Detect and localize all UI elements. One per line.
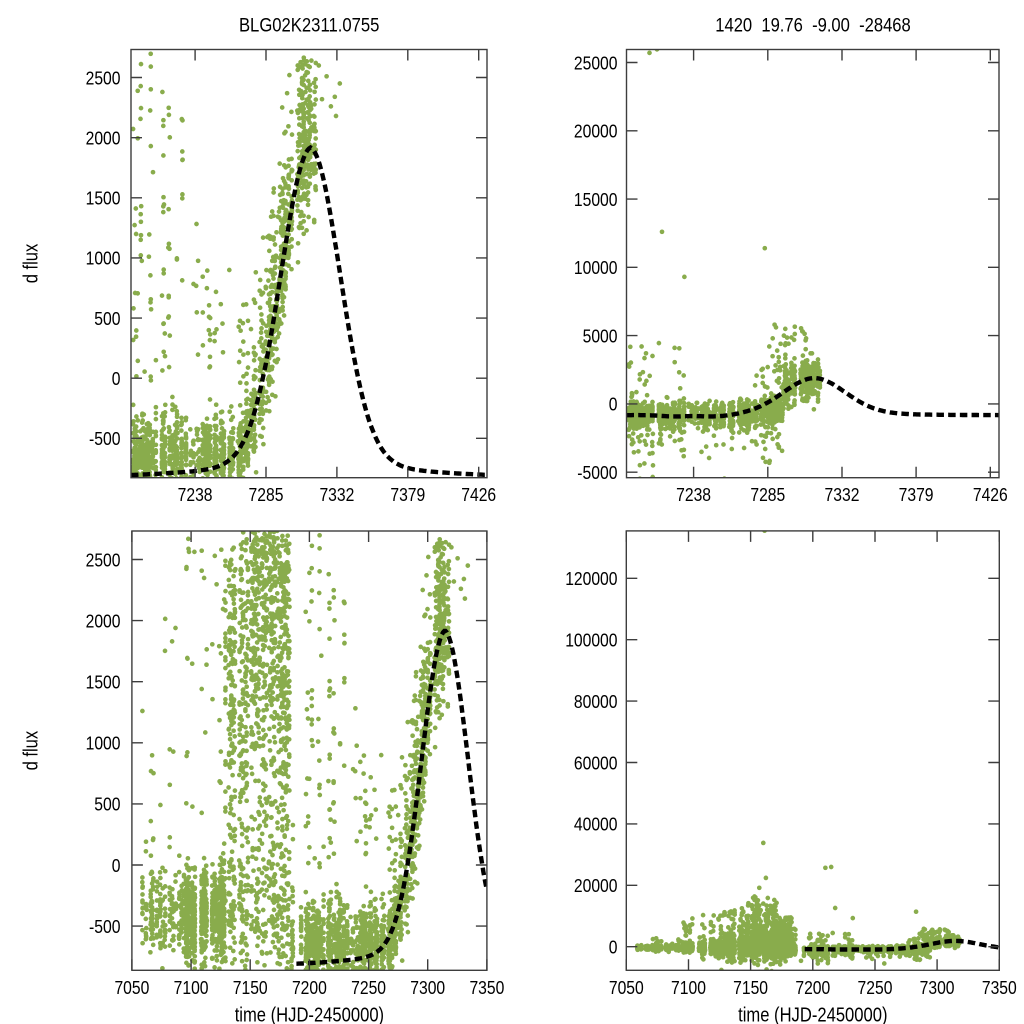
svg-text:2500: 2500 — [86, 67, 121, 88]
svg-text:7250: 7250 — [858, 977, 893, 998]
svg-text:7332: 7332 — [319, 484, 354, 505]
svg-text:500: 500 — [94, 794, 120, 815]
svg-text:1500: 1500 — [86, 672, 121, 693]
svg-text:500: 500 — [94, 308, 120, 329]
svg-text:7300: 7300 — [920, 977, 955, 998]
svg-text:time (HJD-2450000): time (HJD-2450000) — [738, 1005, 887, 1024]
svg-text:7150: 7150 — [233, 977, 268, 998]
svg-text:100000: 100000 — [565, 630, 617, 651]
svg-text:10000: 10000 — [574, 257, 618, 278]
svg-text:-500: -500 — [89, 916, 121, 937]
svg-text:5000: 5000 — [583, 325, 618, 346]
svg-text:1500: 1500 — [86, 188, 121, 209]
svg-text:1000: 1000 — [86, 733, 121, 754]
svg-text:7300: 7300 — [410, 977, 445, 998]
svg-text:7379: 7379 — [390, 484, 425, 505]
svg-text:time (HJD-2450000): time (HJD-2450000) — [235, 1005, 384, 1024]
svg-text:80000: 80000 — [574, 691, 618, 712]
svg-text:2000: 2000 — [86, 610, 121, 631]
svg-text:60000: 60000 — [574, 752, 618, 773]
svg-text:15000: 15000 — [574, 189, 618, 210]
svg-text:20000: 20000 — [574, 875, 618, 896]
svg-text:d flux: d flux — [21, 731, 43, 771]
svg-text:7426: 7426 — [461, 484, 496, 505]
svg-text:7350: 7350 — [982, 977, 1017, 998]
svg-text:7238: 7238 — [676, 484, 711, 505]
svg-text:-500: -500 — [89, 428, 121, 449]
svg-text:7250: 7250 — [351, 977, 386, 998]
svg-text:7285: 7285 — [249, 484, 284, 505]
svg-text:7285: 7285 — [750, 484, 785, 505]
svg-text:2000: 2000 — [86, 128, 121, 149]
svg-text:7150: 7150 — [733, 977, 768, 998]
svg-text:BLG02K2311.0755: BLG02K2311.0755 — [239, 15, 380, 37]
svg-text:0: 0 — [609, 937, 618, 958]
svg-text:7426: 7426 — [973, 484, 1008, 505]
svg-text:0: 0 — [112, 855, 121, 876]
svg-text:40000: 40000 — [574, 814, 618, 835]
svg-text:0: 0 — [609, 394, 618, 415]
svg-text:7200: 7200 — [795, 977, 830, 998]
svg-text:2500: 2500 — [86, 549, 121, 570]
svg-text:7100: 7100 — [174, 977, 209, 998]
svg-text:7332: 7332 — [825, 484, 860, 505]
svg-text:7050: 7050 — [114, 977, 149, 998]
svg-text:7200: 7200 — [292, 977, 327, 998]
svg-text:20000: 20000 — [574, 121, 618, 142]
svg-text:7238: 7238 — [178, 484, 213, 505]
svg-text:7379: 7379 — [899, 484, 934, 505]
svg-text:25000: 25000 — [574, 52, 618, 73]
svg-text:7350: 7350 — [469, 977, 504, 998]
svg-text:-5000: -5000 — [577, 462, 617, 483]
svg-text:120000: 120000 — [565, 568, 617, 589]
svg-text:7050: 7050 — [609, 977, 644, 998]
svg-text:1420 19.76 -9.00 -28468: 1420 19.76 -9.00 -28468 — [715, 15, 911, 37]
svg-text:d flux: d flux — [21, 244, 43, 284]
svg-text:0: 0 — [112, 368, 121, 389]
svg-text:7100: 7100 — [671, 977, 706, 998]
svg-text:1000: 1000 — [86, 248, 121, 269]
